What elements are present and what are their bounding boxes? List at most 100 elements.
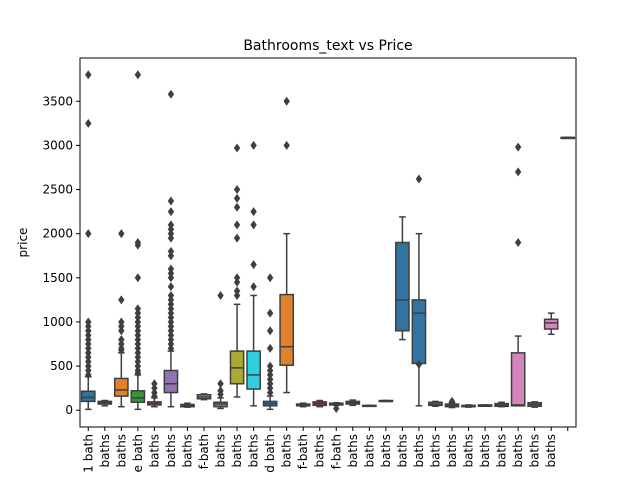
x-tick-label: baths: [395, 434, 409, 468]
box-group: [312, 399, 328, 408]
outlier-point: [266, 361, 274, 371]
outlier-point: [233, 286, 241, 296]
outlier-point: [118, 335, 125, 345]
x-tick-label: 1 bath: [81, 434, 95, 473]
plot-frame: [79, 57, 577, 428]
box-group: [213, 290, 228, 410]
y-tick-label: 2500: [42, 183, 73, 197]
outlier-point: [167, 89, 175, 99]
x-tick-label: baths: [164, 434, 178, 468]
outlier-point: [233, 220, 241, 230]
box-group: [527, 401, 543, 408]
box-group: [113, 229, 129, 408]
outlier-point: [514, 167, 522, 177]
box-group: [411, 174, 427, 407]
box-group: [378, 399, 394, 403]
x-tick-label: baths: [230, 434, 244, 468]
x-tick-label: e bath: [131, 434, 145, 472]
x-tick-label: baths: [247, 434, 261, 468]
x-axis: 1 bath baths baths e bath baths baths baths f-b…: [81, 427, 569, 473]
box-group: [428, 400, 443, 408]
box-group: [345, 399, 361, 407]
box-group: [163, 89, 179, 408]
x-tick-label: baths: [147, 434, 161, 468]
outlier-point: [134, 70, 142, 80]
box-group: [328, 401, 344, 413]
box-group: [560, 136, 576, 140]
x-tick-label: baths: [180, 434, 194, 468]
outlier-point: [266, 326, 274, 336]
box-group: [229, 143, 245, 398]
outlier-point: [250, 207, 257, 217]
y-tick-label: 3500: [42, 94, 73, 108]
x-tick-label: baths: [346, 434, 360, 468]
box-group: [97, 399, 113, 407]
y-tick-label: 1500: [42, 271, 73, 285]
plot-area: [80, 70, 576, 413]
box-group: [147, 379, 162, 408]
outlier-point: [514, 238, 522, 247]
box-group: [130, 70, 146, 411]
y-axis: 0 500 1000 1500 2000 2500 3000 3500: [42, 94, 80, 417]
outlier-point: [233, 273, 241, 283]
y-axis-label: price: [16, 228, 30, 258]
box-group: [80, 70, 96, 411]
outlier-point: [333, 403, 340, 413]
outlier-point: [134, 273, 142, 283]
outlier-point: [250, 282, 257, 292]
x-tick-label: baths: [412, 434, 426, 468]
box-group: [395, 216, 410, 341]
x-tick-label: d bath: [263, 434, 277, 473]
x-tick-label: f-bath: [197, 434, 211, 469]
box-group: [246, 140, 261, 407]
outlier-point: [233, 202, 241, 212]
outlier-point: [118, 229, 125, 239]
y-tick-label: 3000: [42, 138, 73, 152]
y-tick-label: 0: [65, 403, 73, 417]
outlier-point: [167, 282, 175, 292]
box: [113, 377, 129, 397]
outlier-point: [283, 140, 290, 150]
box: [163, 369, 179, 394]
box-group: [543, 312, 559, 336]
outlier-point: [217, 379, 224, 389]
outlier-point: [167, 196, 175, 206]
outlier-point: [266, 308, 274, 318]
x-tick-label: baths: [445, 434, 459, 468]
outlier-point: [167, 207, 175, 217]
x-tick-label: baths: [544, 434, 558, 468]
outlier-point: [283, 96, 290, 106]
outlier-point: [118, 317, 125, 327]
outlier-point: [233, 233, 241, 243]
outlier-point: [134, 238, 142, 247]
x-tick-label: baths: [313, 434, 327, 468]
box-group: [494, 401, 509, 408]
box: [246, 350, 261, 390]
outlier-point: [233, 143, 241, 153]
box: [543, 318, 559, 330]
outlier-point: [85, 317, 92, 327]
outlier-point: [448, 396, 456, 406]
x-tick-label: baths: [280, 434, 294, 468]
outlier-point: [233, 185, 241, 195]
outlier-point: [217, 290, 224, 300]
box: [80, 390, 96, 403]
outlier-point: [514, 142, 522, 152]
box-group: [180, 402, 195, 408]
box-group: [279, 96, 295, 394]
x-tick-label: baths: [511, 434, 525, 468]
x-tick-label: f-bath: [329, 434, 343, 469]
box-group: [510, 142, 526, 407]
x-tick-label: baths: [462, 434, 476, 468]
outlier-point: [85, 118, 92, 128]
outlier-point: [134, 304, 142, 314]
x-tick-label: baths: [495, 434, 509, 468]
x-tick-label: baths: [478, 434, 492, 468]
x-tick-label: baths: [98, 434, 112, 468]
outlier-point: [151, 379, 158, 389]
outlier-point: [85, 70, 92, 80]
chart-title: Bathrooms_text vs Price: [243, 38, 412, 54]
outlier-point: [266, 343, 274, 353]
box-group: [361, 404, 377, 408]
